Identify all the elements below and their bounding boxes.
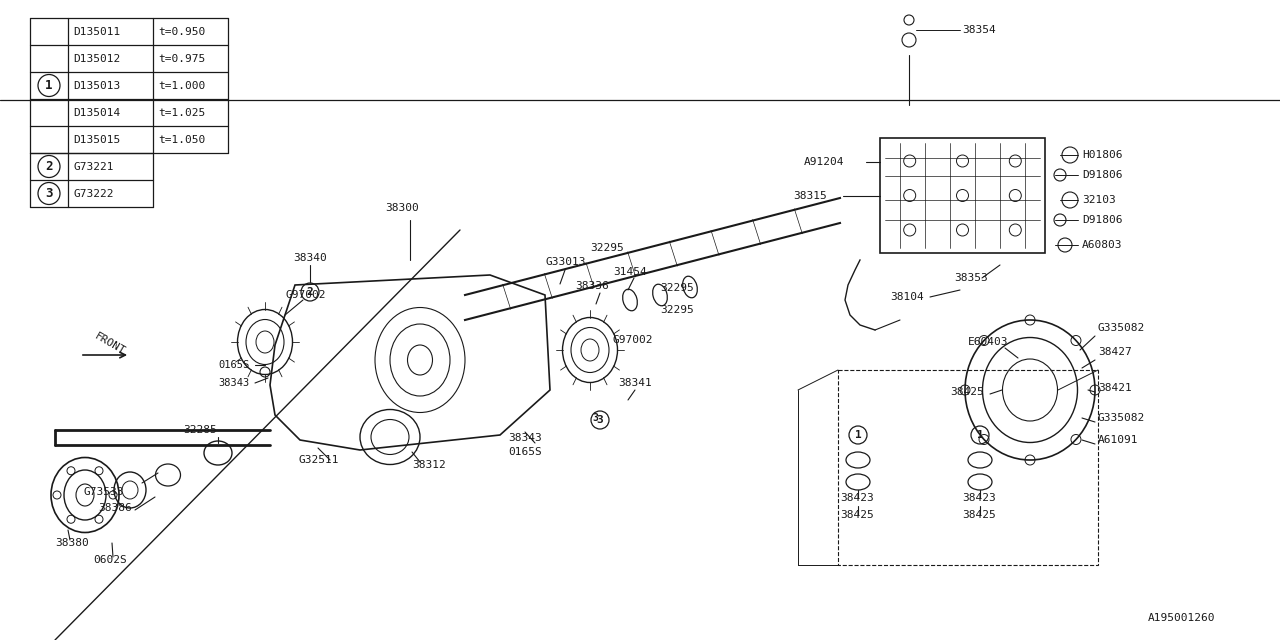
- Text: 31454: 31454: [613, 267, 646, 277]
- Text: G73533: G73533: [83, 487, 123, 497]
- Text: D135011: D135011: [73, 26, 120, 36]
- Text: 38386: 38386: [99, 503, 132, 513]
- Text: 38343: 38343: [508, 433, 541, 443]
- Text: 32295: 32295: [590, 243, 623, 253]
- Text: D135012: D135012: [73, 54, 120, 63]
- Text: G73221: G73221: [73, 161, 114, 172]
- Text: D91806: D91806: [1082, 170, 1123, 180]
- Text: 38312: 38312: [412, 460, 445, 470]
- Text: t=1.000: t=1.000: [157, 81, 205, 90]
- Text: G73222: G73222: [73, 189, 114, 198]
- Text: 38427: 38427: [1098, 347, 1132, 357]
- Text: t=0.975: t=0.975: [157, 54, 205, 63]
- Text: G97002: G97002: [612, 335, 653, 345]
- Text: 1: 1: [855, 430, 861, 440]
- Text: 38343: 38343: [218, 378, 250, 388]
- Text: 38315: 38315: [794, 191, 827, 201]
- Text: 38353: 38353: [954, 273, 988, 283]
- Text: 32103: 32103: [1082, 195, 1116, 205]
- Text: 38354: 38354: [963, 25, 996, 35]
- Text: 3: 3: [45, 187, 52, 200]
- Text: 38104: 38104: [890, 292, 924, 302]
- Text: 38340: 38340: [293, 253, 326, 263]
- Text: A60803: A60803: [1082, 240, 1123, 250]
- Text: 38423: 38423: [840, 493, 874, 503]
- Text: G335082: G335082: [1098, 323, 1146, 333]
- Text: 38336: 38336: [575, 281, 609, 291]
- Text: 38380: 38380: [55, 538, 88, 548]
- Text: D135013: D135013: [73, 81, 120, 90]
- Text: 3: 3: [593, 413, 598, 423]
- Text: 38423: 38423: [963, 493, 996, 503]
- Text: D135015: D135015: [73, 134, 120, 145]
- Text: 2: 2: [45, 160, 52, 173]
- Text: G335082: G335082: [1098, 413, 1146, 423]
- Text: t=1.025: t=1.025: [157, 108, 205, 118]
- Text: 1: 1: [977, 430, 983, 440]
- Bar: [881, 138, 1044, 253]
- Text: A61091: A61091: [1098, 435, 1138, 445]
- Text: G33013: G33013: [545, 257, 585, 267]
- Text: D135014: D135014: [73, 108, 120, 118]
- Text: 32295: 32295: [660, 283, 694, 293]
- Text: 3: 3: [596, 415, 603, 425]
- Text: D91806: D91806: [1082, 215, 1123, 225]
- Text: 1: 1: [45, 79, 52, 92]
- Text: 2: 2: [307, 287, 314, 297]
- Text: A195001260: A195001260: [1148, 613, 1216, 623]
- Text: t=0.950: t=0.950: [157, 26, 205, 36]
- Text: 38425: 38425: [963, 510, 996, 520]
- Text: 32295: 32295: [660, 305, 694, 315]
- Text: G97002: G97002: [285, 290, 325, 300]
- Text: H01806: H01806: [1082, 150, 1123, 160]
- Text: 38341: 38341: [618, 378, 652, 388]
- Text: 0602S: 0602S: [93, 555, 127, 565]
- Text: 38425: 38425: [840, 510, 874, 520]
- Text: 0165S: 0165S: [508, 447, 541, 457]
- Text: 38300: 38300: [385, 203, 419, 213]
- Text: G32511: G32511: [298, 455, 338, 465]
- Text: FRONT: FRONT: [93, 332, 127, 356]
- Text: 38425: 38425: [950, 387, 984, 397]
- Text: 32285: 32285: [183, 425, 216, 435]
- Text: A91204: A91204: [804, 157, 845, 167]
- Text: 0165S: 0165S: [218, 360, 250, 370]
- Text: 38421: 38421: [1098, 383, 1132, 393]
- Text: t=1.050: t=1.050: [157, 134, 205, 145]
- Bar: [838, 370, 1098, 565]
- Text: E60403: E60403: [968, 337, 1009, 347]
